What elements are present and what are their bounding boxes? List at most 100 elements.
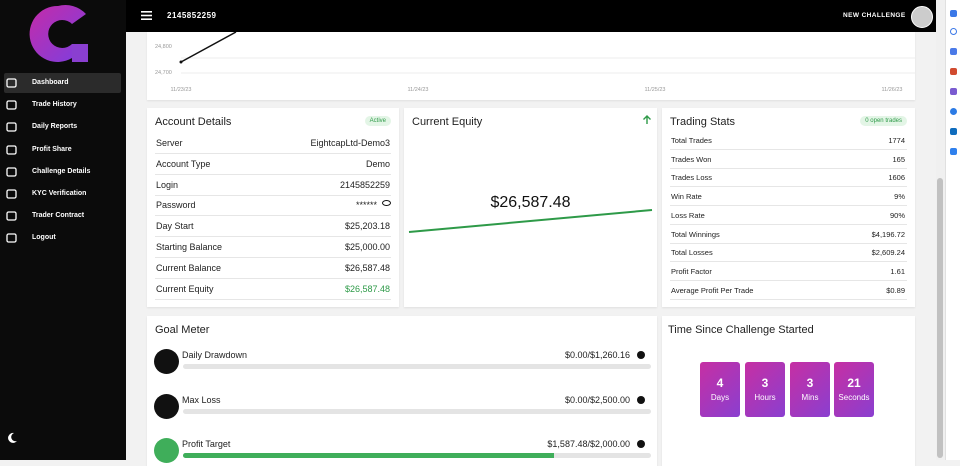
nav-icon (6, 100, 17, 110)
nav-item[interactable]: Trade History (4, 95, 121, 115)
account-details-card: Account Details Active Server EightcapLtd… (147, 108, 399, 307)
stat-label: Total Winnings (671, 229, 720, 239)
stat-row: Profit Factor 1.61 (670, 262, 907, 281)
scrollbar (936, 0, 945, 460)
goal-label: Max Loss (182, 394, 221, 405)
detail-row: Account Type Demo (155, 154, 391, 175)
icon-shape (6, 78, 17, 88)
goal-progress-track (183, 453, 651, 458)
card-title: Account Details (155, 116, 232, 128)
nav-item[interactable]: Profit Share (4, 140, 121, 160)
goal-progress-track (183, 408, 651, 414)
goal-meter-card: Goal Meter Daily Drawdown $0.00/$1,260.16… (147, 316, 657, 466)
open-trades-badge: 0 open trades (860, 116, 907, 126)
help-icon (637, 351, 645, 359)
row-value: $26,587.48 (344, 283, 390, 294)
timer-number: 3 (806, 376, 814, 390)
row-label: Server (156, 138, 183, 148)
row-value: $26,587.48 (344, 262, 390, 273)
timer-box: 3 Hours (745, 362, 785, 417)
nav-icon (6, 189, 17, 199)
row-value: $25,203.18 (344, 221, 390, 232)
stat-row: Total Losses $2,609.24 (670, 243, 907, 263)
stat-value: 1.61 (890, 266, 905, 276)
row-value: Demo (365, 158, 390, 169)
nav-icon (6, 78, 17, 88)
nav-item[interactable]: Daily Reports (4, 117, 121, 137)
stat-value: 165 (892, 154, 905, 164)
row-label: Account Type (156, 158, 211, 169)
nav-item[interactable]: Trader Contract (4, 206, 121, 226)
detail-row: Password ****** (155, 195, 391, 217)
icon-shape (6, 211, 17, 221)
stat-label: Total Trades (671, 136, 712, 145)
x-tick-label: 11/24/23 (407, 87, 428, 93)
goal-amount: $0.00/$2,500.00 (564, 394, 630, 405)
equity-line (180, 31, 237, 63)
nav-item[interactable]: KYC Verification (4, 184, 121, 204)
status-badge: Active (364, 116, 391, 126)
new-challenge-button[interactable]: NEW CHALLENGE (843, 12, 906, 19)
timer-unit: Mins (801, 393, 819, 402)
goal-label: Daily Drawdown (182, 350, 248, 360)
card-title: Goal Meter (155, 324, 210, 336)
timer-box: 21 Seconds (834, 362, 874, 417)
dark-mode-toggle[interactable] (6, 432, 18, 444)
detail-row: Day Start $25,203.18 (155, 216, 391, 238)
stat-row: Loss Rate 90% (670, 206, 907, 225)
y-tick-label: 24,800 (155, 44, 172, 50)
stat-label: Trades Loss (671, 173, 712, 183)
x-tick-label: 11/26/23 (881, 87, 902, 93)
stat-label: Win Rate (671, 192, 702, 202)
nav-item[interactable]: Challenge Details (4, 162, 121, 182)
nav-item[interactable]: Dashboard (4, 73, 121, 93)
x-tick-label: 11/23/23 (170, 87, 191, 93)
stat-row: Win Rate 9% (670, 187, 907, 207)
row-label: Password (156, 200, 196, 211)
stat-label: Profit Factor (671, 266, 712, 276)
nav-icon (6, 144, 17, 155)
row-value: ****** (355, 200, 377, 211)
detail-row: Starting Balance $25,000.00 (155, 237, 391, 258)
menu-button[interactable] (141, 11, 152, 20)
stat-value: $2,609.24 (871, 248, 905, 258)
nav-item[interactable]: Logout (4, 228, 121, 248)
stat-value: 90% (889, 210, 905, 220)
stat-row: Total Trades 1774 (670, 131, 907, 150)
icon-shape (6, 144, 17, 155)
timer-number: 21 (847, 376, 861, 390)
card-title: Time Since Challenge Started (668, 324, 814, 336)
goal-icon (154, 393, 179, 419)
equity-sparkline (408, 209, 653, 233)
detail-row: Current Equity $26,587.48 (155, 279, 391, 300)
goal-amount: $1,587.48/$2,000.00 (547, 439, 630, 449)
avatar[interactable] (911, 6, 933, 28)
detail-row: Login 2145852259 (155, 175, 391, 196)
x-tick-label: 11/25/23 (644, 87, 665, 93)
timer-unit: Hours (754, 393, 776, 402)
icon-shape (6, 122, 17, 133)
stat-label: Trades Won (671, 154, 712, 164)
timer-unit: Days (710, 393, 730, 402)
stat-value: $4,196.72 (871, 229, 905, 239)
equity-chart: 24,800 24,700 11/23/23 11/24/23 11/25/23 11/2… (155, 31, 915, 93)
row-label: Starting Balance (156, 242, 223, 252)
y-tick-label: 24,700 (155, 70, 172, 76)
row-label: Current Balance (156, 262, 222, 273)
up-arrow (643, 115, 651, 124)
goal-progress-fill (183, 453, 555, 458)
icon-shape (6, 189, 17, 199)
stat-label: Average Profit Per Trade (671, 285, 754, 295)
stat-value: $0.89 (886, 285, 905, 295)
logo (29, 4, 88, 62)
nav-icon (6, 167, 17, 177)
stat-row: Trades Won 165 (670, 150, 907, 169)
row-value: 2145852259 (339, 179, 390, 190)
timer-number: 3 (761, 376, 769, 390)
row-value: EightcapLtd-Demo3 (310, 138, 390, 148)
row-label: Login (156, 179, 179, 190)
help-icon (637, 440, 645, 448)
nav-icon (6, 211, 17, 221)
stat-value: 1606 (888, 173, 905, 183)
